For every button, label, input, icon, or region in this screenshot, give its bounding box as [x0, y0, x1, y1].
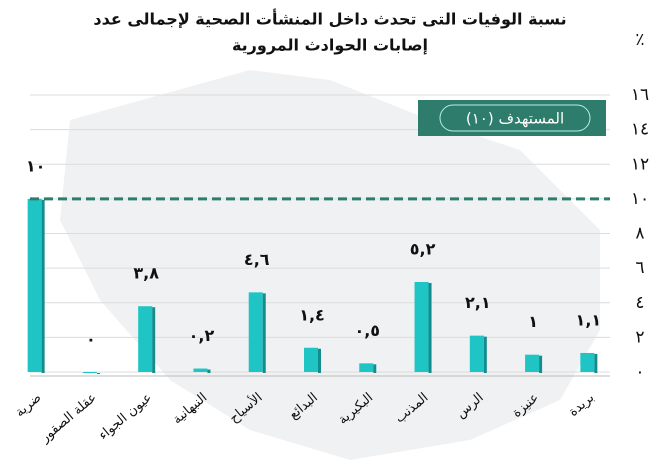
bar-side: [152, 307, 156, 373]
y-tick-label: ٤: [635, 293, 644, 313]
x-tick-label: عقلة الصقور: [37, 390, 100, 446]
y-tick-label: ٦: [635, 258, 644, 278]
bar: [525, 354, 540, 372]
chart-title: نسبة الوفيات التى تحدث داخل المنشأت الصح…: [93, 9, 566, 29]
value-label: ١: [528, 312, 538, 331]
bar-side: [41, 199, 45, 373]
y-tick-label: ١٠: [631, 189, 649, 209]
y-tick-label: ١٤: [631, 120, 649, 140]
y-tick-label: ١٢: [631, 154, 649, 174]
bar-side: [373, 364, 377, 373]
value-label: ٠,٢: [189, 326, 215, 345]
y-tick-label: ٢: [635, 327, 644, 347]
x-tick-label: عيون الجواء: [96, 390, 155, 443]
y-tick-label: ١٦: [631, 85, 649, 105]
bar-side: [483, 336, 487, 373]
bar-side: [262, 293, 266, 373]
bar-side: [594, 353, 598, 373]
target-box-inner: [439, 104, 591, 132]
bar: [359, 363, 374, 372]
bar: [469, 335, 484, 372]
x-tick-label: بريدة: [566, 390, 597, 420]
value-label: ٠,٥: [354, 321, 380, 340]
target-label: المستهدف (١٠): [466, 110, 564, 128]
bar: [82, 372, 97, 373]
bar-side: [318, 348, 321, 373]
value-label: ٣,٨: [133, 264, 159, 283]
value-label: ١,٤: [299, 305, 325, 324]
bar-side: [207, 369, 211, 373]
bar: [414, 281, 429, 372]
value-label: ٢,١: [465, 293, 491, 312]
x-tick-label: النبهانية: [170, 390, 210, 427]
y-tick-label: ٠: [635, 362, 644, 382]
value-label: ٤,٦: [244, 250, 270, 269]
bar: [138, 306, 153, 372]
value-label: ٠: [86, 330, 96, 349]
bar-side: [96, 373, 100, 374]
y-axis-label: ٪: [635, 30, 644, 50]
value-label: ١٠: [26, 156, 46, 175]
bar: [248, 292, 263, 372]
x-tick-label: ضرية: [13, 390, 45, 420]
bar: [27, 198, 42, 372]
y-tick-label: ٨: [635, 224, 644, 244]
bar: [580, 352, 595, 372]
value-label: ٥,٢: [410, 239, 436, 258]
bar: [193, 368, 208, 372]
map-background: [60, 70, 600, 460]
value-label: ١,١: [576, 310, 602, 329]
bar: [304, 347, 318, 372]
bar-side: [428, 282, 432, 373]
bar-side: [539, 355, 543, 373]
chart-subtitle: إصابات الحوادث المرورية: [232, 36, 428, 55]
